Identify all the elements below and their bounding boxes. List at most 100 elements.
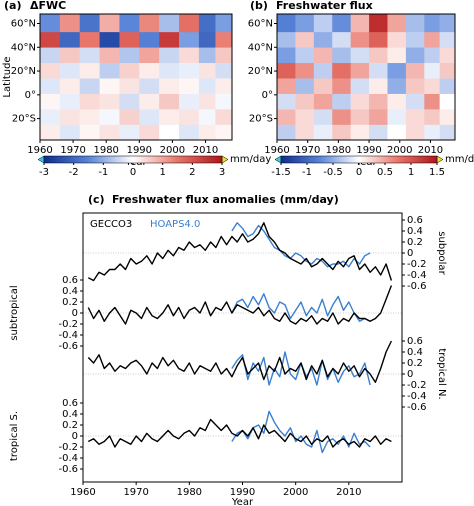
colorbar-tick-label: -1.5 [271,167,291,178]
heat-cell [405,124,425,141]
heat-cell [59,124,81,141]
x-tick-label: 1960 [27,145,52,156]
heat-cell [369,62,388,79]
heat-cell [369,124,388,141]
heat-cell [79,78,100,94]
y-tick-label: 40°N [11,42,36,53]
heat-cell [179,78,200,94]
series-line [87,285,393,325]
heat-cell [179,109,200,125]
series-line [231,410,371,454]
y-tick-label: -0.4 [58,330,78,341]
heat-cell [313,14,333,33]
heat-cell [139,14,160,33]
series-line [87,418,392,448]
heat-cell [215,93,233,110]
y-tick-label: -0.6 [58,341,78,352]
colorbar-extend [274,155,282,164]
heat-cell [119,124,140,141]
y-tick-label: 0° [262,90,273,101]
y-tick-label: -0.2 [407,380,427,391]
y-tick-label: 40°N [248,42,273,53]
heat-cell [424,47,440,64]
y-tick-label: 20°N [11,66,36,77]
plot-frame [276,13,456,141]
heat-cell [387,47,407,64]
heat-cell [59,14,81,33]
colorbar-tick-label: -2 [69,167,79,178]
heat-cell [332,124,351,141]
heat-cell [424,93,440,110]
colorbar-tick-label: 1 [159,167,165,178]
x-tick-label: 2010 [336,487,361,498]
heat-cell [159,47,180,64]
heat-cell [387,14,407,33]
heat-cell [215,14,233,33]
heat-cell [332,47,351,64]
heat-cell [387,93,407,110]
heat-cell [439,124,456,141]
heat-cell [159,31,180,48]
y-tick-label: 0 [72,431,78,442]
heat-cell [405,93,425,110]
heat-cell [405,14,425,33]
x-tick-label: 2010 [193,145,218,156]
heat-cell [313,78,333,94]
heat-cell [405,31,425,48]
heat-cell [369,93,388,110]
y-axis-label: Latitude [2,56,13,97]
heat-cell [295,78,315,94]
heat-cell [40,109,61,125]
colorbar-extend [37,155,45,164]
colorbar-tick-label: 1 [408,167,414,178]
x-tick-label: 2000 [387,145,412,156]
heat-cell [405,78,425,94]
heat-cell [295,124,315,141]
heat-cell [198,62,216,79]
x-tick-label: 1960 [70,487,95,498]
heat-cell [159,14,180,33]
colorbar-tick-label: 1.5 [429,167,445,178]
heat-cell [405,109,425,125]
x-tick-label: 1990 [127,145,152,156]
heat-cell [179,62,200,79]
colorbar-tick-label: -1 [98,167,108,178]
heat-cell [295,47,315,64]
heat-cell [40,14,61,33]
y-tick-label: -0.4 [58,453,78,464]
colorbar-tick-label: 0 [356,167,362,178]
heat-cell [40,47,61,64]
heat-cell [40,78,61,94]
y-tick-label: 20°S [249,114,273,125]
y-tick-label: 0.2 [407,358,423,369]
heat-cell [59,47,81,64]
heat-cell [40,93,61,110]
heat-cell [277,14,296,33]
heat-cell [159,78,180,94]
heat-cell [139,62,160,79]
heat-cell [99,78,120,94]
heat-cell [295,14,315,33]
y-tick-label: -0.2 [58,442,78,453]
colorbar-tick-label: -1 [302,167,312,178]
panel-title: Freshwater flux anomalies (mm/day) [112,193,339,206]
heat-cell [179,14,200,33]
colorbar-tick-label: 3 [219,167,225,178]
heat-cell [277,93,296,110]
heat-cell [99,62,120,79]
heat-cell [277,31,296,48]
heat-cell [79,109,100,125]
region-label: subtropical [9,285,20,340]
heat-cell [198,47,216,64]
heat-cell [99,109,120,125]
colorbar-tick-label: 0.5 [377,167,393,178]
heat-cell [119,62,140,79]
y-tick-label: 0.4 [62,286,78,297]
y-tick-label: -0.2 [407,259,427,270]
heat-cell [198,31,216,48]
heat-cell [277,124,296,141]
heat-cell [59,109,81,125]
heat-cell [139,109,160,125]
y-tick-label: 0.6 [407,215,423,226]
colorbar-tick-label: -0.5 [323,167,343,178]
